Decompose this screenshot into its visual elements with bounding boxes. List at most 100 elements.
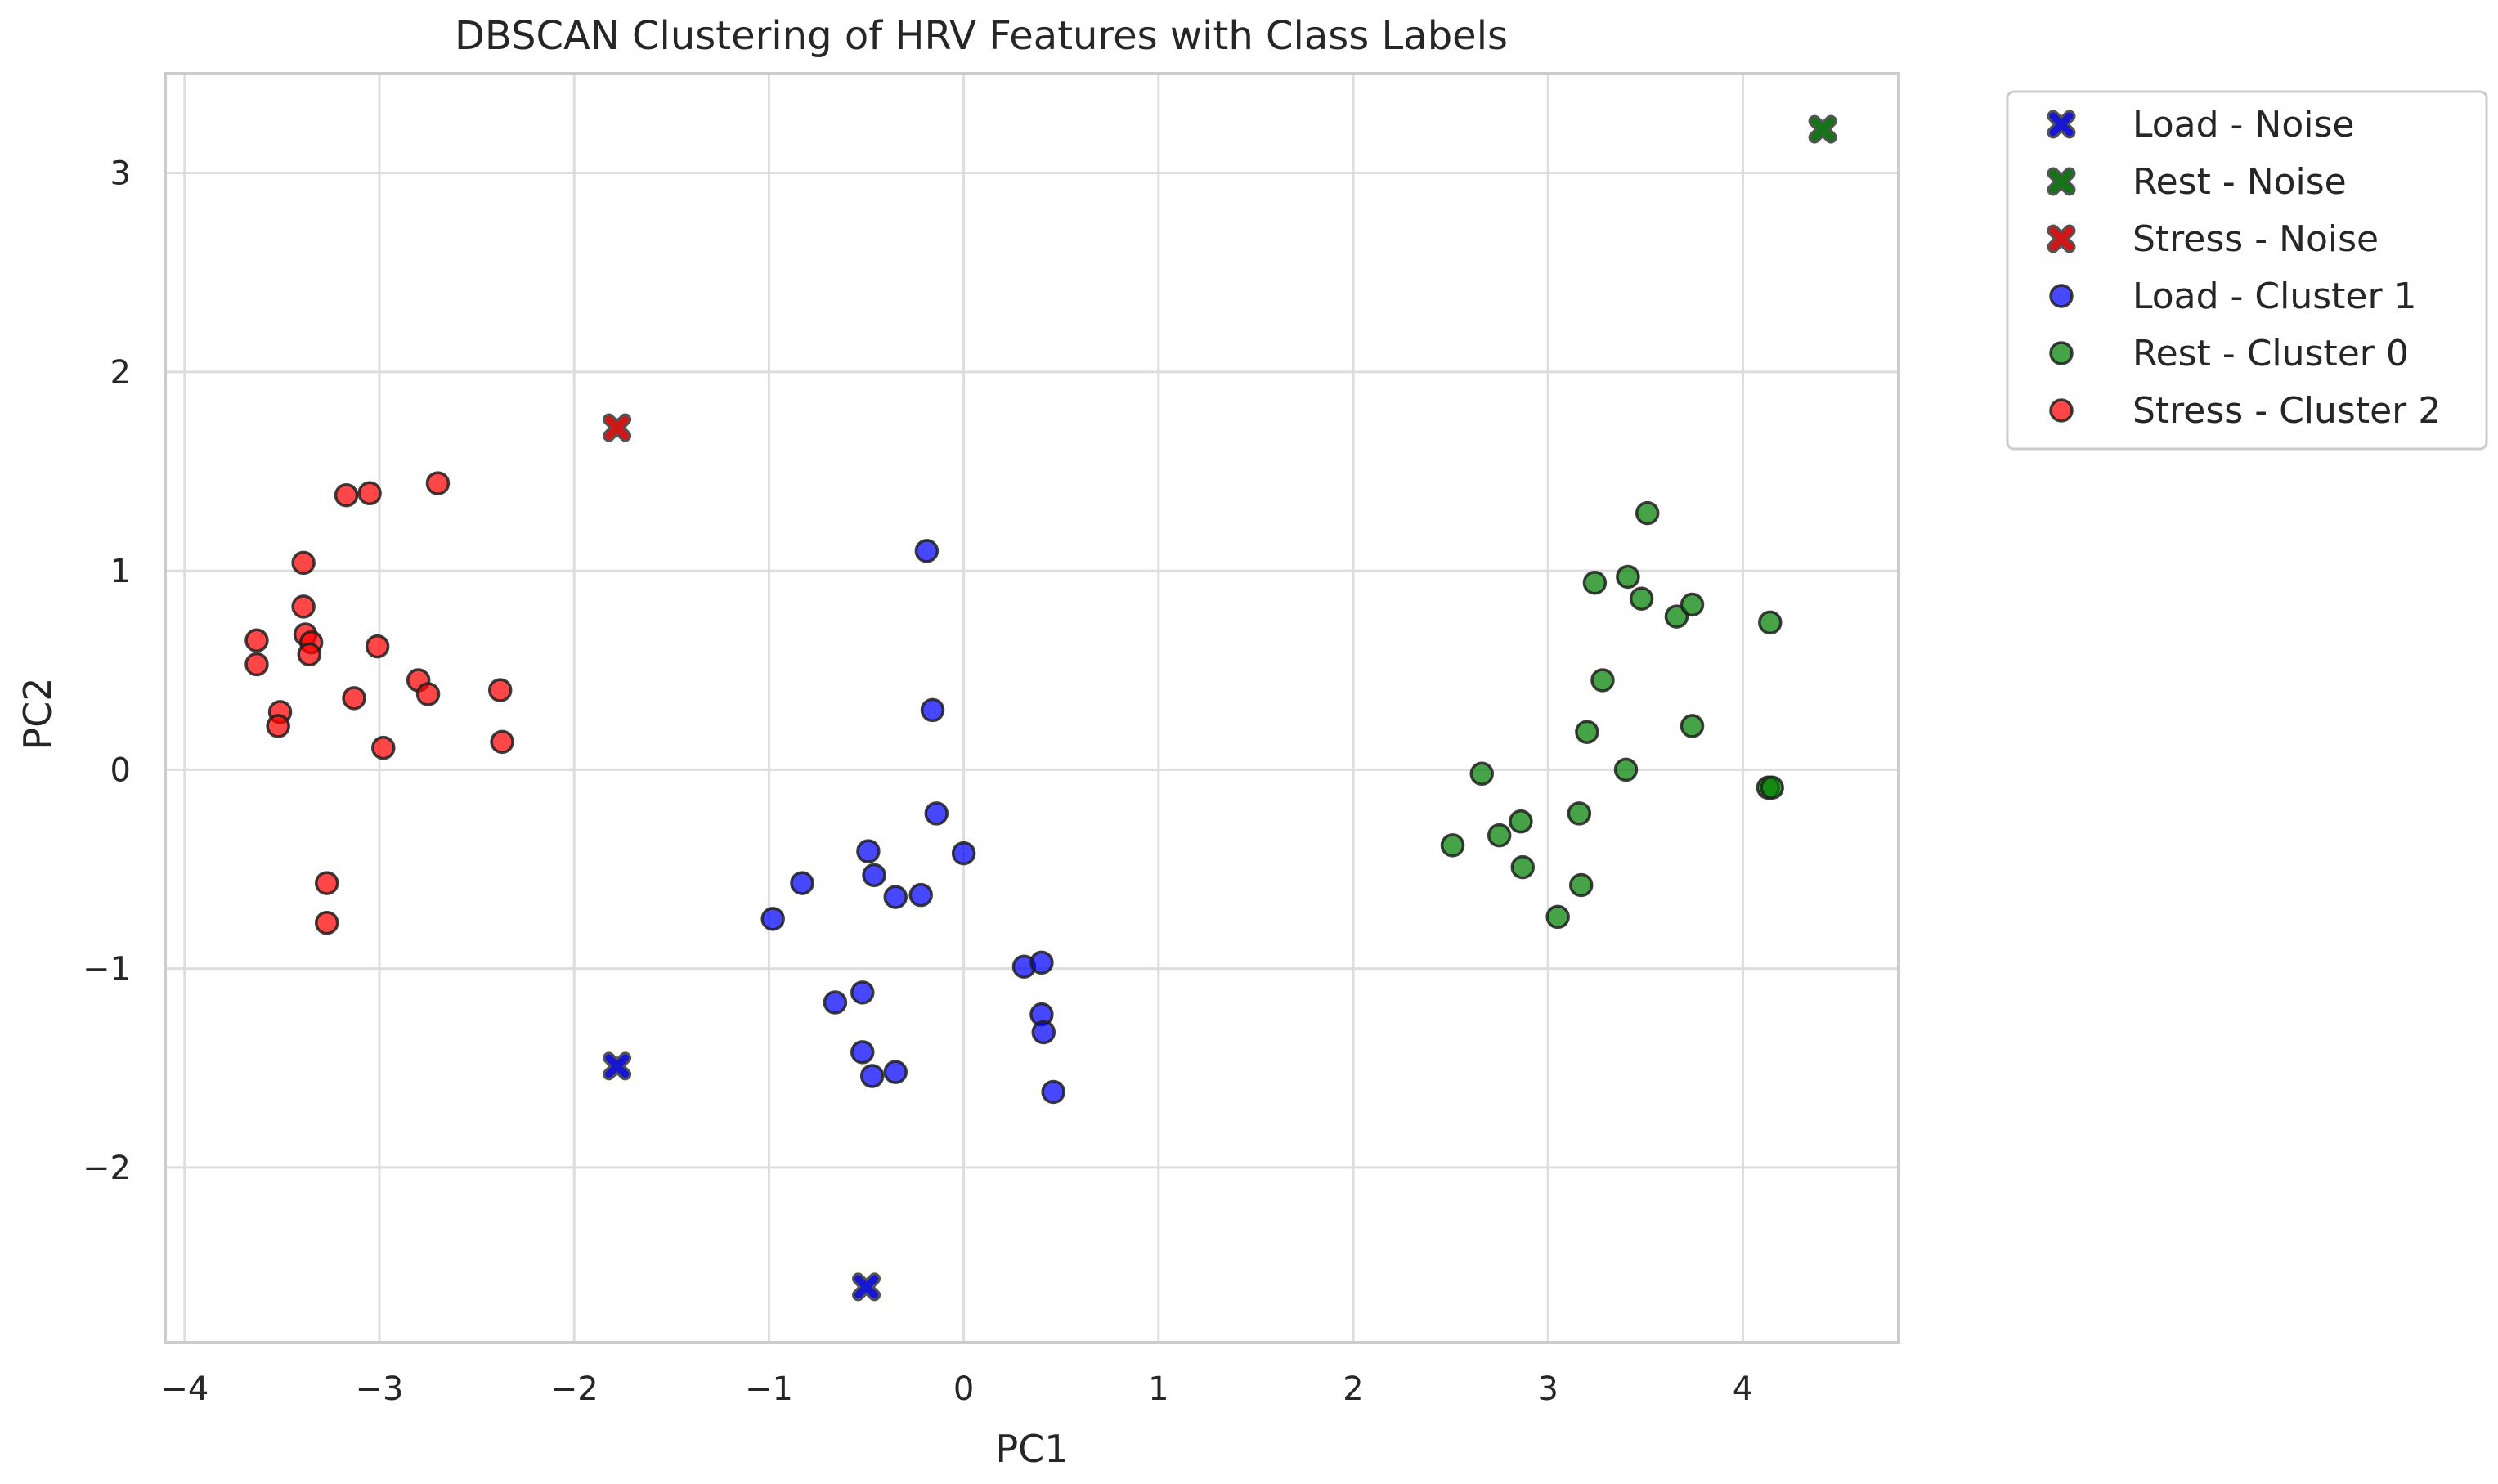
y-tick-label: 2 xyxy=(110,354,131,392)
plot-frame xyxy=(164,72,1900,1344)
noise-point xyxy=(603,1051,632,1081)
y-tick-label: 0 xyxy=(110,751,131,789)
cluster-point xyxy=(790,871,814,895)
cluster-point xyxy=(1029,950,1054,975)
cluster-point xyxy=(1567,801,1592,826)
cluster-point xyxy=(1487,823,1512,848)
legend-item: Stress - Noise xyxy=(2047,218,2379,260)
legend-marker xyxy=(2049,284,2074,308)
cluster-point xyxy=(1041,1079,1065,1105)
cluster-point xyxy=(266,714,290,738)
cluster-point xyxy=(908,882,933,908)
legend-item: Load - Cluster 1 xyxy=(2049,276,2417,317)
cluster-point xyxy=(1568,872,1594,898)
cluster-point xyxy=(1680,592,1705,617)
cluster-point xyxy=(334,482,359,508)
legend-label: Load - Cluster 1 xyxy=(2132,276,2417,317)
series-0 xyxy=(603,1051,881,1302)
x-tick-label: 2 xyxy=(1343,1370,1363,1408)
y-axis-ticks: −2 −1 0 1 2 3 xyxy=(83,155,131,1187)
cluster-point xyxy=(862,863,886,888)
cluster-point xyxy=(1629,586,1654,611)
cluster-point xyxy=(490,729,514,755)
cluster-point xyxy=(823,990,848,1015)
cluster-point xyxy=(1680,714,1705,738)
legend-item: Rest - Cluster 0 xyxy=(2049,333,2409,374)
x-tick-label: −1 xyxy=(745,1370,793,1408)
x-tick-label: 1 xyxy=(1148,1370,1168,1408)
legend-marker xyxy=(2047,167,2076,196)
legend-marker xyxy=(2047,110,2076,139)
x-axis-ticks: −4 −3 −2 −1 0 1 2 3 4 xyxy=(160,1370,1753,1408)
legend-items: Load - Noise Rest - Noise Stress - Noise Lo… xyxy=(2047,104,2441,432)
cluster-point xyxy=(1613,757,1639,782)
noise-point xyxy=(1808,114,1837,144)
cluster-point xyxy=(314,871,339,895)
legend-item: Load - Noise xyxy=(2047,104,2354,146)
noise-point xyxy=(852,1272,881,1302)
cluster-point xyxy=(883,1060,908,1084)
cluster-point xyxy=(425,471,451,495)
series-3 xyxy=(760,539,1065,1105)
plot-area xyxy=(164,72,1900,1344)
cluster-point xyxy=(371,735,396,760)
cluster-point xyxy=(244,652,269,677)
cluster-point xyxy=(342,686,366,711)
x-tick-label: 0 xyxy=(953,1370,974,1408)
legend-label: Stress - Cluster 2 xyxy=(2132,390,2441,432)
cluster-point xyxy=(856,839,881,863)
data-points xyxy=(244,114,1837,1302)
legend-marker xyxy=(2049,398,2074,423)
noise-point xyxy=(603,413,632,442)
cluster-point xyxy=(883,885,908,909)
cluster-point xyxy=(1590,668,1615,693)
cluster-point xyxy=(914,539,940,563)
cluster-point xyxy=(760,907,785,931)
legend-label: Rest - Noise xyxy=(2132,161,2347,203)
cluster-point xyxy=(244,628,269,653)
y-tick-label: 3 xyxy=(110,155,131,193)
cluster-point xyxy=(859,1064,885,1088)
cluster-point xyxy=(1635,500,1660,526)
x-axis-title: PC1 xyxy=(995,1427,1068,1471)
x-tick-label: 3 xyxy=(1538,1370,1558,1408)
cluster-point xyxy=(487,678,513,702)
legend-marker xyxy=(2049,341,2074,365)
cluster-point xyxy=(1509,809,1533,834)
legend-frame xyxy=(2006,90,2488,451)
legend: Load - Noise Rest - Noise Stress - Noise Lo… xyxy=(2006,90,2488,451)
x-tick-label: −3 xyxy=(356,1370,404,1408)
chart-title: DBSCAN Clustering of HRV Features with C… xyxy=(455,13,1508,59)
cluster-point xyxy=(850,980,875,1005)
cluster-point xyxy=(1469,761,1494,787)
cluster-point xyxy=(924,801,949,826)
cluster-point xyxy=(951,841,976,866)
x-tick-label: −2 xyxy=(550,1370,599,1408)
legend-label: Rest - Cluster 0 xyxy=(2132,333,2409,374)
legend-marker xyxy=(2047,224,2076,253)
cluster-point xyxy=(291,550,316,576)
series-1 xyxy=(1808,114,1837,144)
plot-background xyxy=(165,74,1899,1343)
cluster-point xyxy=(1760,775,1784,800)
cluster-point xyxy=(1575,720,1599,744)
cluster-point xyxy=(291,594,316,619)
series-2 xyxy=(603,413,632,442)
cluster-point xyxy=(850,1040,875,1065)
cluster-point xyxy=(1616,564,1640,590)
cluster-point xyxy=(1440,833,1465,858)
y-tick-label: −1 xyxy=(83,951,131,989)
legend-item: Stress - Cluster 2 xyxy=(2049,390,2441,432)
y-tick-label: −2 xyxy=(83,1150,131,1187)
cluster-point xyxy=(365,634,390,659)
series-5 xyxy=(244,471,514,935)
cluster-point xyxy=(1582,570,1608,595)
cluster-point xyxy=(314,910,339,935)
cluster-point xyxy=(297,642,322,667)
y-axis-title: PC2 xyxy=(16,677,60,750)
cluster-point xyxy=(1031,1020,1056,1045)
x-tick-label: 4 xyxy=(1733,1370,1753,1408)
series-4 xyxy=(1440,500,1784,930)
cluster-point xyxy=(415,682,441,706)
